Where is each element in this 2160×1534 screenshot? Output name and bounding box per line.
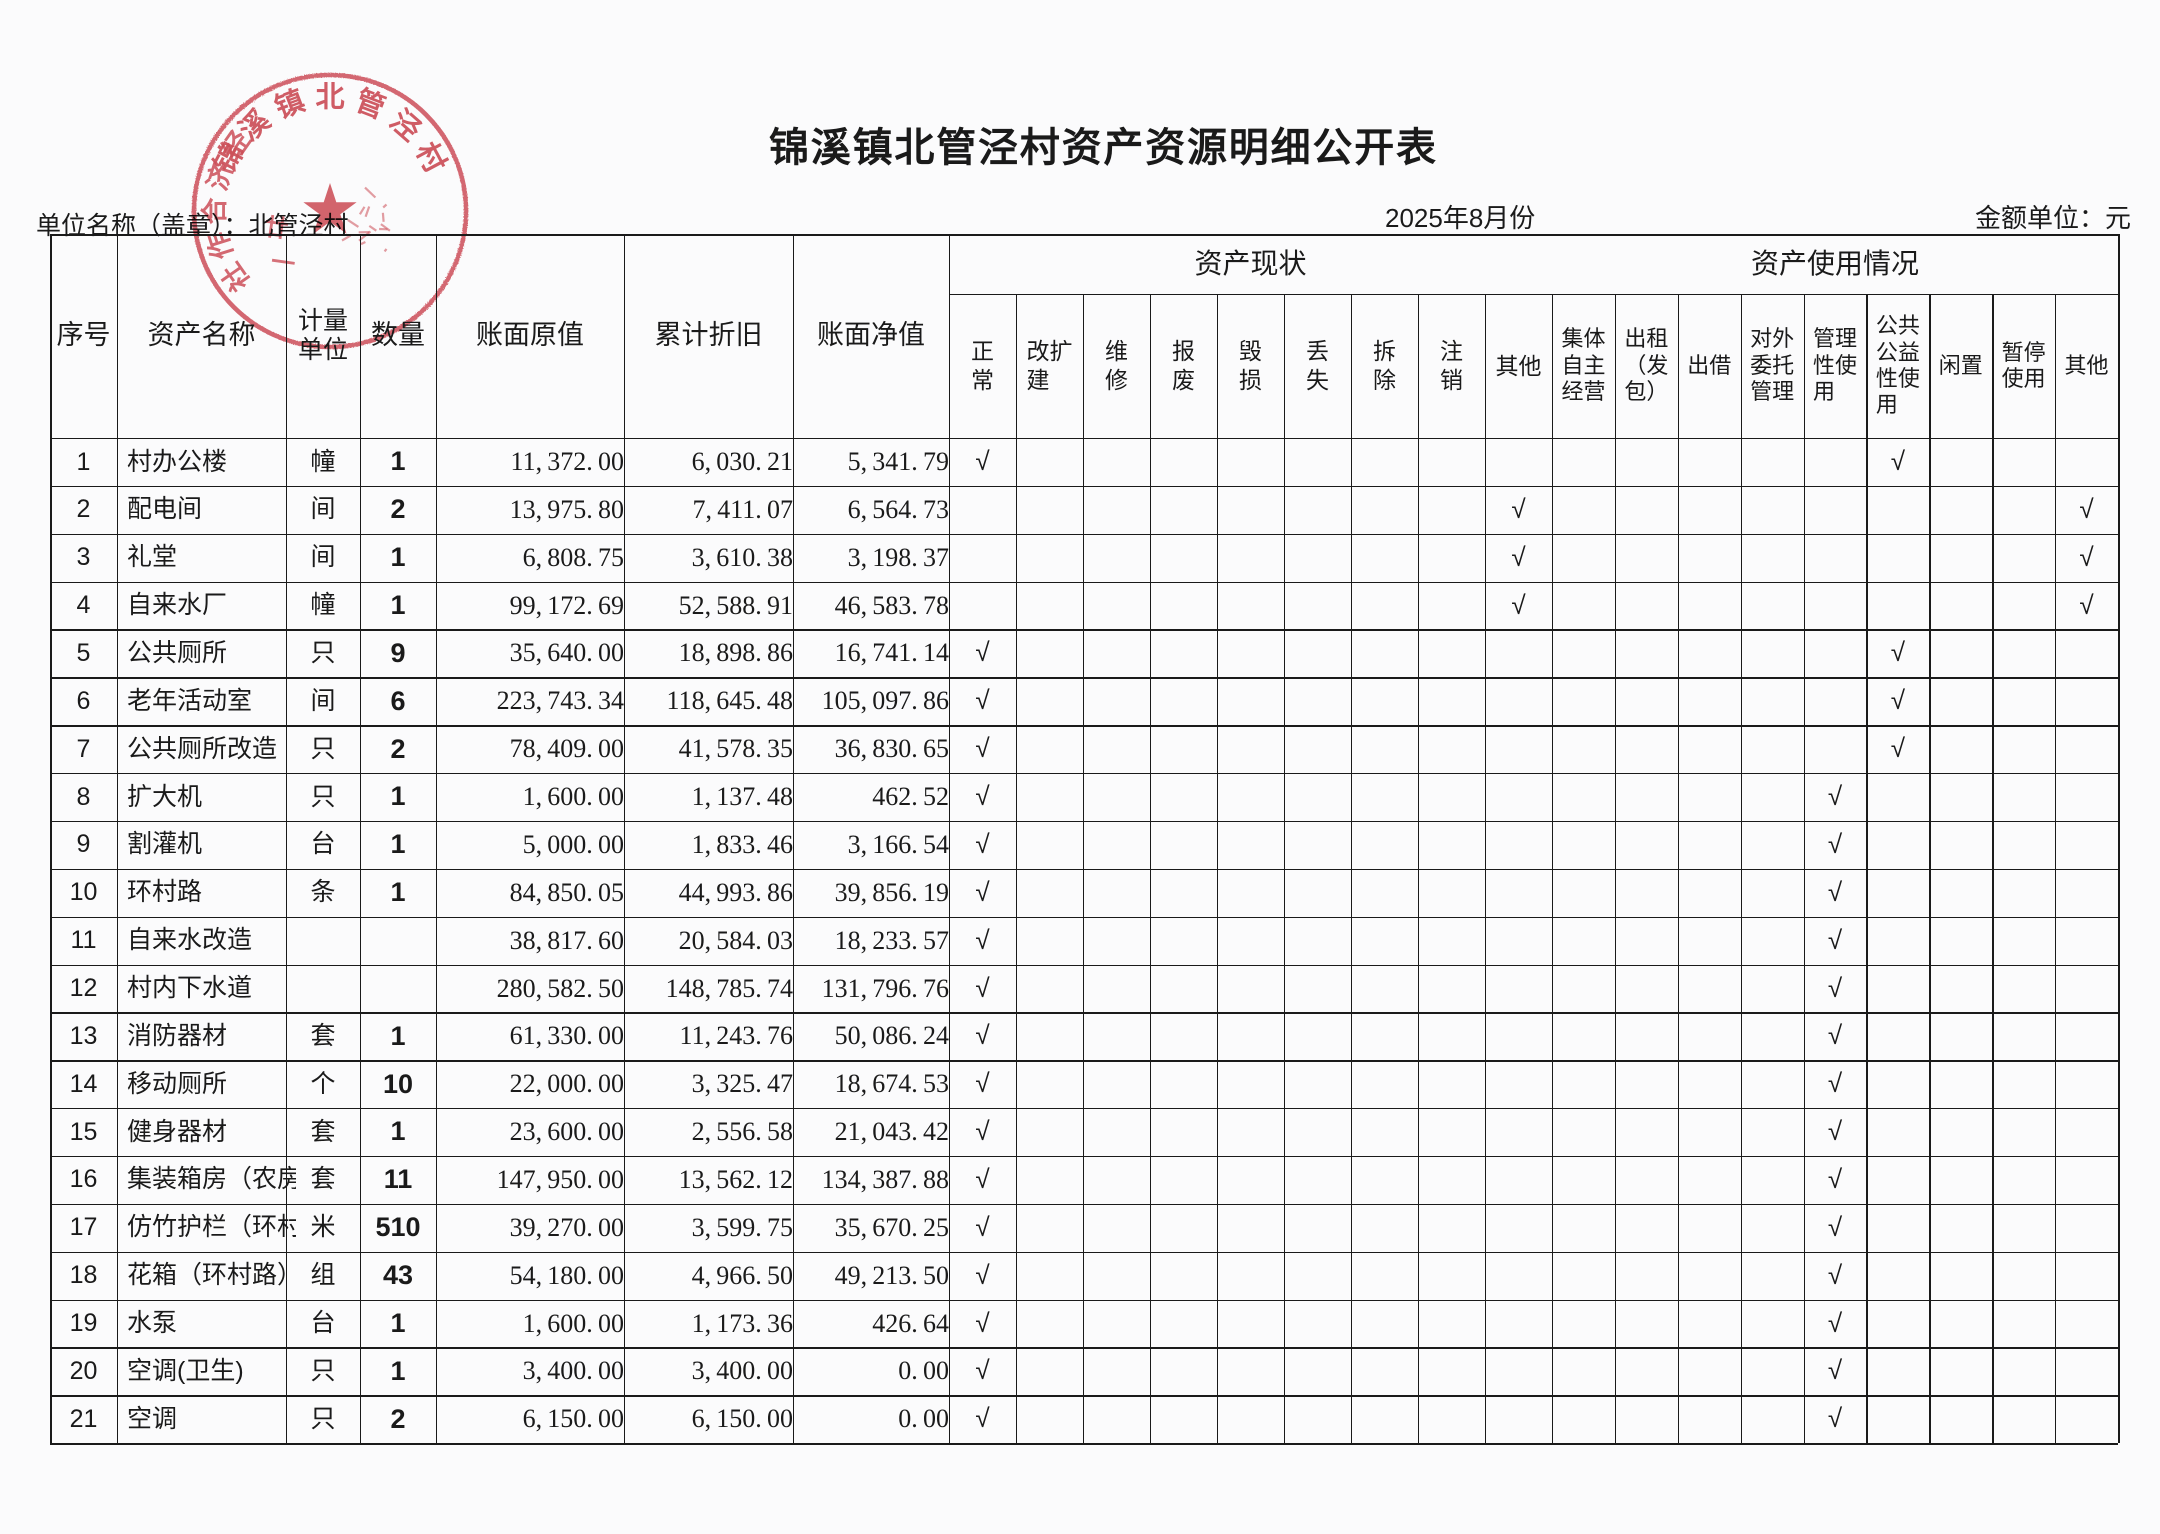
- svg-text:管: 管: [351, 83, 390, 125]
- svg-text:镇: 镇: [270, 84, 309, 125]
- svg-text:合: 合: [199, 198, 230, 225]
- svg-text:北: 北: [315, 81, 344, 114]
